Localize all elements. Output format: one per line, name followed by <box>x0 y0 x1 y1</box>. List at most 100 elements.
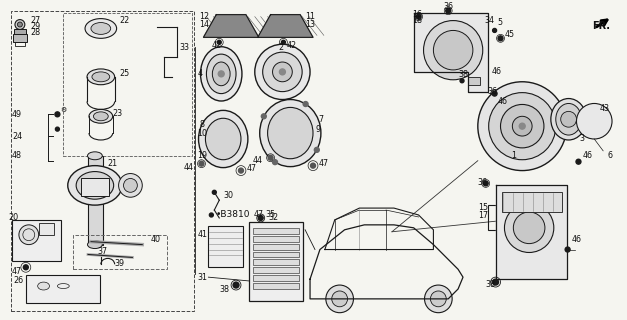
Text: 22: 22 <box>120 16 130 25</box>
Text: 25: 25 <box>120 69 130 78</box>
Bar <box>13 34 27 42</box>
Bar <box>253 228 299 234</box>
Ellipse shape <box>68 166 122 205</box>
Text: 12: 12 <box>199 12 209 21</box>
Bar <box>81 179 108 196</box>
Bar <box>12 220 61 261</box>
Text: 36: 36 <box>443 2 453 11</box>
Text: 21: 21 <box>108 159 118 168</box>
Circle shape <box>433 30 473 70</box>
Circle shape <box>282 40 285 44</box>
Text: 10: 10 <box>198 129 208 138</box>
Circle shape <box>561 111 576 127</box>
Circle shape <box>23 265 28 270</box>
Bar <box>249 222 303 301</box>
Ellipse shape <box>206 118 241 160</box>
Circle shape <box>424 285 452 313</box>
Circle shape <box>446 8 451 13</box>
Circle shape <box>213 190 216 194</box>
Ellipse shape <box>199 110 248 168</box>
Text: 39: 39 <box>115 259 125 268</box>
Text: 16: 16 <box>412 10 422 19</box>
Text: 40: 40 <box>150 235 160 244</box>
Circle shape <box>209 213 213 217</box>
Text: 47: 47 <box>319 159 329 168</box>
Circle shape <box>55 127 60 131</box>
Text: 17: 17 <box>478 212 488 220</box>
Text: FR.: FR. <box>593 21 610 31</box>
Circle shape <box>488 92 556 160</box>
Text: 32: 32 <box>268 213 279 222</box>
Bar <box>488 205 495 230</box>
Text: 36: 36 <box>488 87 498 96</box>
Bar <box>253 236 299 242</box>
Circle shape <box>263 52 302 92</box>
Text: 34: 34 <box>485 16 495 25</box>
Text: 1: 1 <box>512 151 517 160</box>
Circle shape <box>280 69 285 75</box>
Text: 28: 28 <box>31 28 41 37</box>
Circle shape <box>124 179 137 192</box>
Circle shape <box>478 82 567 171</box>
Text: 49: 49 <box>12 110 22 119</box>
Bar <box>253 283 299 289</box>
Text: 38: 38 <box>458 70 468 79</box>
Circle shape <box>238 168 243 173</box>
Bar <box>468 77 480 85</box>
Ellipse shape <box>206 54 236 94</box>
Circle shape <box>423 20 483 80</box>
Ellipse shape <box>91 22 111 34</box>
Circle shape <box>199 161 204 166</box>
Circle shape <box>218 40 221 44</box>
Bar <box>88 156 103 244</box>
Circle shape <box>326 285 354 313</box>
Circle shape <box>565 247 570 252</box>
Text: 29: 29 <box>31 22 41 31</box>
Bar <box>14 29 26 34</box>
Text: 8: 8 <box>199 120 204 129</box>
Circle shape <box>493 279 498 285</box>
Ellipse shape <box>201 47 242 101</box>
Circle shape <box>416 14 421 19</box>
Text: 42: 42 <box>287 41 297 50</box>
Circle shape <box>268 155 273 160</box>
Ellipse shape <box>92 72 110 82</box>
Ellipse shape <box>551 99 586 140</box>
Text: 38: 38 <box>219 284 229 293</box>
Circle shape <box>15 20 25 29</box>
Ellipse shape <box>93 112 108 121</box>
Text: 9: 9 <box>316 124 321 134</box>
Text: 11: 11 <box>305 12 315 21</box>
Text: •B3810: •B3810 <box>215 211 250 220</box>
Text: 48: 48 <box>12 151 22 160</box>
Text: 36: 36 <box>478 178 488 187</box>
Ellipse shape <box>76 172 113 199</box>
Text: 46: 46 <box>492 68 502 76</box>
Text: 41: 41 <box>198 230 208 239</box>
Bar <box>73 235 167 269</box>
Circle shape <box>273 62 292 82</box>
Circle shape <box>310 163 315 168</box>
Circle shape <box>576 159 581 164</box>
Text: 35: 35 <box>266 210 276 219</box>
Text: 24: 24 <box>12 132 22 140</box>
Bar <box>208 226 243 267</box>
Text: 18: 18 <box>412 16 422 25</box>
Text: 20: 20 <box>8 213 18 222</box>
Text: 23: 23 <box>113 109 123 118</box>
Bar <box>39 223 55 235</box>
Text: 19: 19 <box>198 151 208 160</box>
Text: 14: 14 <box>199 20 209 29</box>
Bar <box>15 42 25 46</box>
Circle shape <box>483 181 488 186</box>
Text: 46: 46 <box>498 97 507 106</box>
Ellipse shape <box>213 62 230 86</box>
Bar <box>253 275 299 281</box>
Polygon shape <box>258 15 313 37</box>
Ellipse shape <box>268 108 313 159</box>
Text: 30: 30 <box>223 191 233 200</box>
Bar <box>11 11 194 311</box>
Text: 47: 47 <box>247 164 257 173</box>
Circle shape <box>576 103 612 139</box>
Text: 44: 44 <box>253 156 263 165</box>
